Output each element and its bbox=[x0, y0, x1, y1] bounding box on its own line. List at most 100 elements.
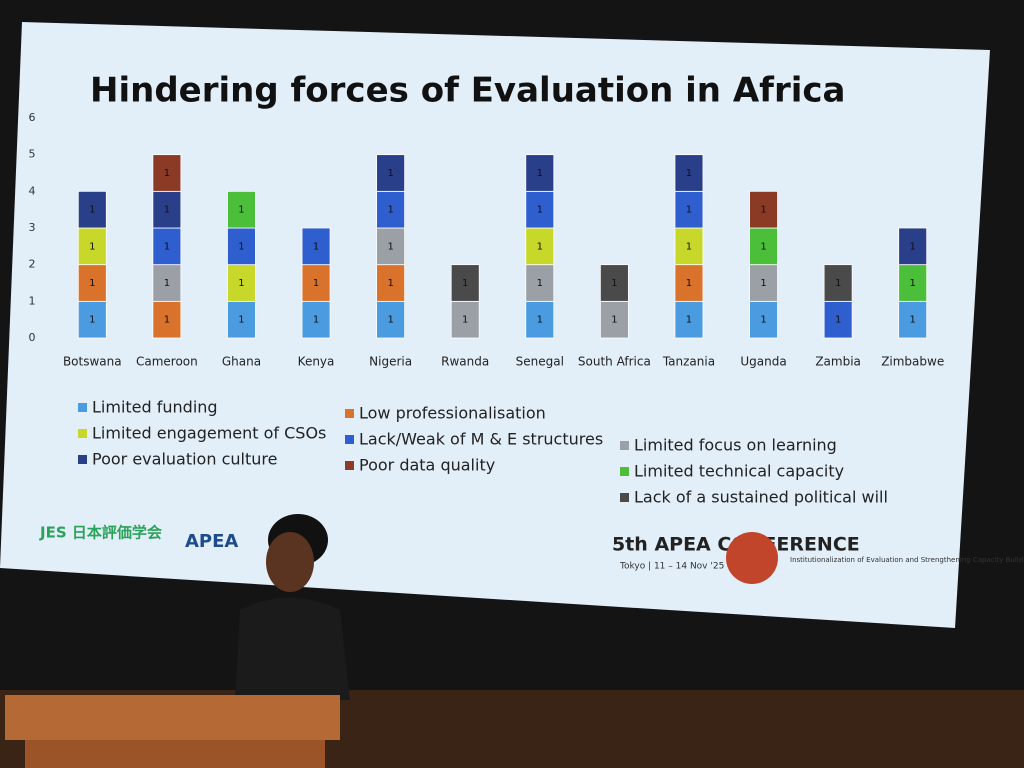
speaker-body bbox=[235, 597, 350, 700]
bar-segment bbox=[674, 154, 704, 192]
data-label: 1 bbox=[537, 205, 543, 216]
bar-segment bbox=[376, 154, 406, 192]
data-label: 1 bbox=[164, 278, 170, 289]
data-label: 1 bbox=[164, 315, 170, 326]
y-tick-label: 3 bbox=[29, 221, 36, 234]
bar-segment bbox=[599, 300, 629, 339]
data-label: 1 bbox=[387, 205, 393, 216]
bar-segment bbox=[376, 300, 406, 339]
data-label: 1 bbox=[686, 241, 692, 252]
bar-segment bbox=[898, 227, 928, 266]
bar-segment bbox=[749, 227, 778, 266]
x-tick-label: Uganda bbox=[740, 355, 786, 369]
bar-segment bbox=[227, 227, 256, 266]
data-label: 1 bbox=[462, 278, 468, 289]
legend-label: Low professionalisation bbox=[359, 404, 546, 423]
x-tick-label: Rwanda bbox=[441, 355, 489, 369]
y-tick-label: 1 bbox=[29, 294, 36, 307]
bar-segment bbox=[599, 264, 629, 302]
bar-segment bbox=[152, 154, 182, 192]
data-label: 1 bbox=[387, 241, 393, 252]
bar-segment bbox=[77, 190, 107, 229]
data-label: 1 bbox=[89, 241, 95, 252]
bar-segment bbox=[450, 264, 480, 302]
x-tick-label: Cameroon bbox=[136, 355, 198, 369]
bar-segment bbox=[525, 264, 555, 302]
bar-segment bbox=[77, 300, 107, 339]
bar-segment bbox=[674, 264, 704, 302]
legend-swatch bbox=[78, 429, 87, 438]
x-tick-label: Tanzania bbox=[662, 355, 715, 369]
data-label: 1 bbox=[238, 205, 244, 216]
data-label: 1 bbox=[89, 205, 95, 216]
legend-label: Limited technical capacity bbox=[634, 462, 844, 481]
data-label: 1 bbox=[537, 241, 543, 252]
legend-label: Limited engagement of CSOs bbox=[92, 424, 326, 443]
data-label: 1 bbox=[238, 241, 244, 252]
bar-segment bbox=[525, 300, 555, 339]
x-tick-label: Nigeria bbox=[369, 355, 412, 369]
data-label: 1 bbox=[313, 315, 319, 326]
speaker-face bbox=[266, 532, 314, 592]
y-tick-label: 4 bbox=[29, 184, 36, 197]
data-label: 1 bbox=[760, 205, 766, 216]
bar-segment bbox=[152, 190, 182, 229]
legend-label: Poor data quality bbox=[359, 456, 495, 475]
data-label: 1 bbox=[387, 315, 393, 326]
data-label: 1 bbox=[835, 315, 841, 326]
data-label: 1 bbox=[537, 315, 543, 326]
data-label: 1 bbox=[387, 168, 393, 179]
x-tick-label: Senegal bbox=[516, 355, 564, 369]
data-label: 1 bbox=[164, 241, 170, 252]
legend-swatch bbox=[345, 435, 354, 444]
legend-swatch bbox=[620, 467, 629, 476]
data-label: 1 bbox=[238, 278, 244, 289]
data-label: 1 bbox=[760, 241, 766, 252]
y-tick-label: 6 bbox=[29, 111, 36, 124]
bar-segment bbox=[823, 264, 853, 302]
data-label: 1 bbox=[686, 205, 692, 216]
bar-segment bbox=[450, 300, 480, 339]
bar-segment bbox=[301, 264, 331, 302]
conference-globe bbox=[726, 532, 778, 584]
data-label: 1 bbox=[238, 315, 244, 326]
data-label: 1 bbox=[537, 168, 543, 179]
data-label: 1 bbox=[164, 168, 170, 179]
legend-label: Limited focus on learning bbox=[634, 436, 837, 455]
bar-segment bbox=[376, 264, 406, 302]
bar-segment bbox=[525, 154, 555, 192]
data-label: 1 bbox=[89, 315, 95, 326]
podium-front bbox=[25, 740, 325, 768]
y-tick-label: 2 bbox=[29, 258, 36, 271]
x-tick-label: Zimbabwe bbox=[881, 355, 944, 369]
conference-dates: Tokyo | 11 – 14 Nov '25 bbox=[619, 562, 724, 572]
x-tick-label: Botswana bbox=[63, 355, 122, 369]
data-label: 1 bbox=[164, 205, 170, 216]
x-tick-label: Ghana bbox=[222, 355, 261, 369]
data-label: 1 bbox=[760, 278, 766, 289]
x-tick-label: South Africa bbox=[578, 355, 651, 369]
y-tick-label: 5 bbox=[29, 148, 36, 161]
bar-segment bbox=[674, 190, 704, 229]
data-label: 1 bbox=[910, 315, 916, 326]
bar-segment bbox=[674, 227, 704, 266]
bar-segment bbox=[525, 227, 555, 266]
legend-swatch bbox=[620, 493, 629, 502]
legend-label: Limited funding bbox=[92, 398, 218, 417]
data-label: 1 bbox=[89, 278, 95, 289]
bar-segment bbox=[301, 227, 331, 266]
data-label: 1 bbox=[910, 278, 916, 289]
data-label: 1 bbox=[686, 168, 692, 179]
data-label: 1 bbox=[835, 278, 841, 289]
x-tick-label: Zambia bbox=[815, 355, 861, 369]
legend-swatch bbox=[78, 455, 87, 464]
slide-title: Hindering forces of Evaluation in Africa bbox=[90, 71, 845, 111]
data-label: 1 bbox=[313, 278, 319, 289]
data-label: 1 bbox=[760, 315, 766, 326]
legend-swatch bbox=[345, 461, 354, 470]
data-label: 1 bbox=[910, 241, 916, 252]
bar-segment bbox=[749, 300, 778, 339]
data-label: 1 bbox=[686, 278, 692, 289]
data-label: 1 bbox=[611, 278, 617, 289]
